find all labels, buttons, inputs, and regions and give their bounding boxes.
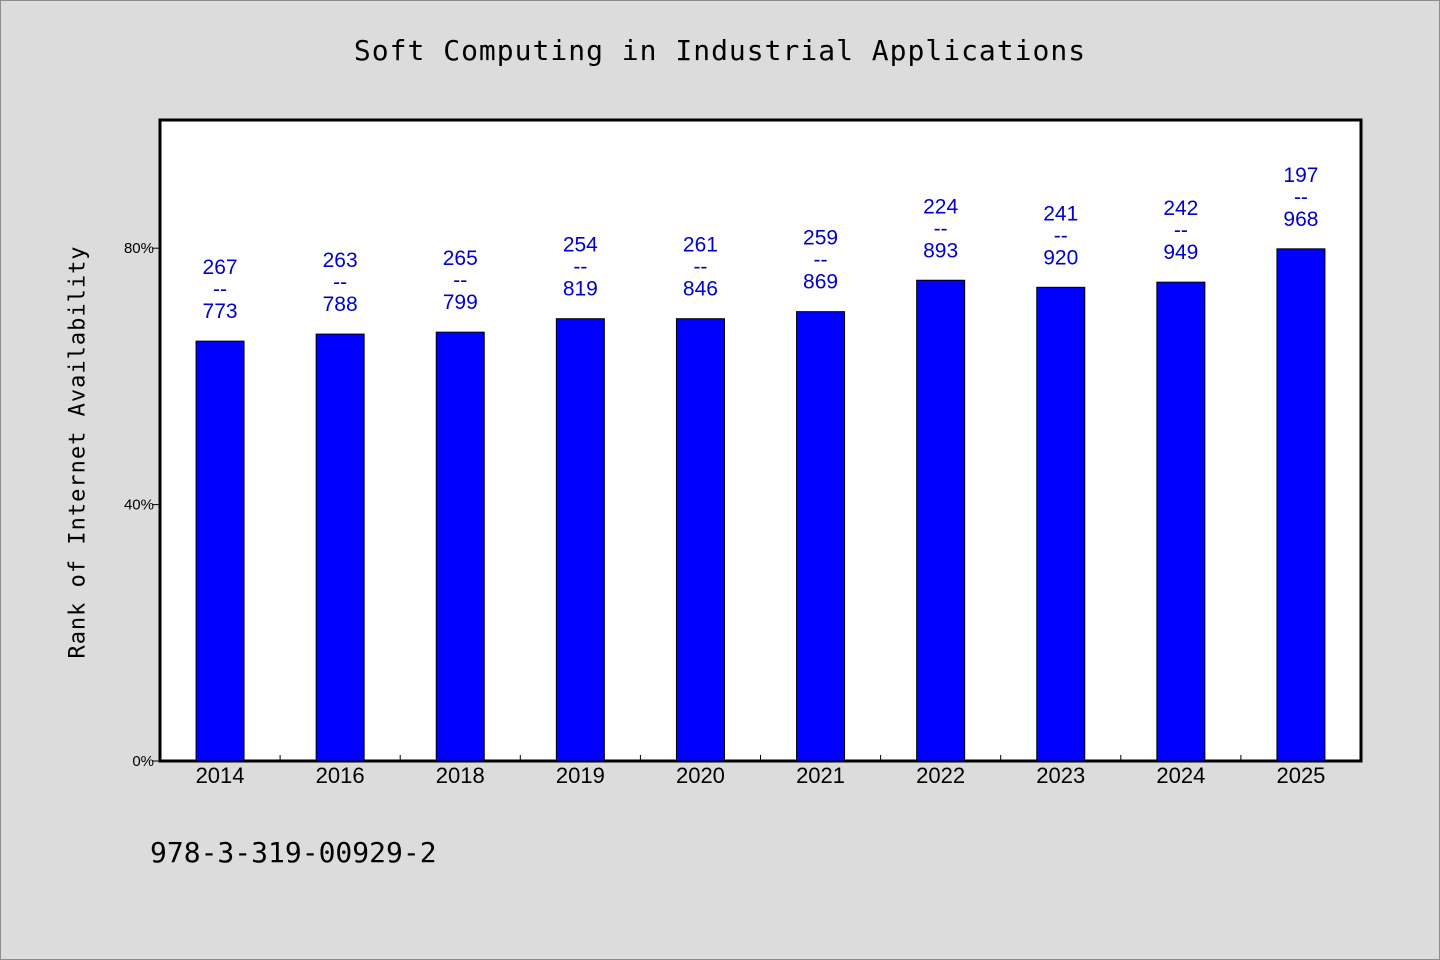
x-tick-label: 2018 [436,763,485,788]
x-tick-label: 2023 [1036,763,1085,788]
data-label-total: 968 [1283,208,1318,231]
footer-code: 978-3-319-00929-2 [150,836,437,869]
data-label-separator: -- [1174,219,1188,242]
data-label-rank: 224 [923,195,958,218]
data-label-separator: -- [453,269,467,292]
data-label-total: 949 [1163,241,1198,264]
data-label-rank: 265 [443,247,478,270]
data-label-total: 869 [803,271,838,294]
data-label-separator: -- [333,271,347,294]
bar-2024 [1156,281,1206,762]
bar-2016 [315,333,365,762]
data-label-separator: -- [213,278,227,301]
bar-2023 [1036,286,1086,762]
bar-2022 [916,279,966,762]
data-label-rank: 263 [323,249,358,272]
data-label-separator: -- [1054,224,1068,247]
y-tick-label: 40% [124,497,154,514]
x-tick-label: 2022 [916,763,965,788]
bar-2018 [435,331,485,762]
data-label-total: 819 [563,278,598,301]
data-label-separator: -- [1294,186,1308,209]
data-label-rank: 259 [803,227,838,250]
x-tick-label: 2024 [1156,763,1205,788]
data-label-separator: -- [573,256,587,279]
bar-2019 [555,318,605,762]
data-label-separator: -- [934,217,948,240]
data-label-separator: -- [693,256,707,279]
x-axis-ticks: 2014 2016 2018 2019 2020 2021 2022 2023 2024 2025 [196,755,1325,788]
data-labels: 267--773263--788265--799254--819261--846… [203,164,1319,323]
data-label-rank: 261 [683,234,718,257]
chart-title: Soft Computing in Industrial Application… [353,34,1087,67]
y-tick-label: 0% [132,753,154,770]
data-label-total: 920 [1043,246,1078,269]
x-tick-label: 2020 [676,763,725,788]
x-tick-label: 2025 [1276,763,1325,788]
bar-2021 [796,311,846,762]
data-label-rank: 242 [1163,197,1198,220]
data-label-rank: 254 [563,234,598,257]
data-label-total: 893 [923,239,958,262]
bar-2020 [675,318,725,762]
bar-2014 [195,340,245,762]
data-label-rank: 267 [203,256,238,279]
y-tick-label: 80% [124,240,154,257]
data-label-rank: 197 [1283,164,1318,187]
bar-2025 [1276,248,1326,762]
x-tick-label: 2019 [556,763,605,788]
y-axis-ticks: 0% 40% 80% [124,240,160,770]
bars [195,248,1326,762]
data-label-rank: 241 [1043,202,1078,225]
data-label-total: 799 [443,291,478,314]
data-label-total: 846 [683,278,718,301]
data-label-total: 773 [203,300,238,323]
x-tick-label: 2021 [796,763,845,788]
data-label-total: 788 [323,293,358,316]
x-tick-label: 2014 [196,763,245,788]
x-tick-label: 2016 [316,763,365,788]
data-label-separator: -- [814,249,828,272]
